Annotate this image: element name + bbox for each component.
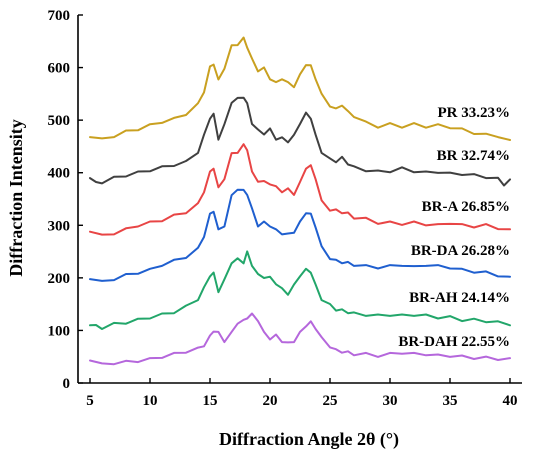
series-layer bbox=[89, 36, 511, 366]
x-tick-label: 25 bbox=[323, 393, 338, 409]
series-line-4 bbox=[89, 188, 511, 282]
axes-layer: 0 100 200 300 400 500 600 700 5 10 15 20 25 30 35 40 bbox=[48, 8, 522, 409]
y-axis-title: Diffraction Intensity bbox=[6, 119, 26, 276]
series-label-5: BR-AH 24.14% bbox=[409, 290, 510, 306]
series-line-5 bbox=[89, 250, 511, 330]
x-tick-label: 20 bbox=[263, 393, 278, 409]
x-tick-label: 40 bbox=[503, 393, 518, 409]
x-tick-label: 30 bbox=[383, 393, 398, 409]
series-label-2: BR 32.74% bbox=[437, 148, 510, 164]
series-label-3: BR-A 26.85% bbox=[422, 199, 510, 215]
y-tick-label: 0 bbox=[63, 376, 71, 392]
y-tick-label: 500 bbox=[48, 113, 71, 129]
label-layer: PR 33.23% BR 32.74% BR-A 26.85% BR-DA 26.28… bbox=[398, 105, 510, 350]
y-tick-label: 400 bbox=[48, 166, 71, 182]
series-line-1 bbox=[89, 36, 511, 141]
series-label-1: PR 33.23% bbox=[438, 105, 511, 121]
y-tick-label: 300 bbox=[48, 218, 71, 234]
series-line-3 bbox=[89, 143, 511, 236]
x-tick-label: 10 bbox=[143, 393, 158, 409]
x-tick-label: 5 bbox=[86, 393, 94, 409]
series-label-4: BR-DA 26.28% bbox=[411, 243, 510, 259]
series-line-6 bbox=[89, 312, 511, 366]
series-line-2 bbox=[89, 96, 511, 187]
x-tick-label: 35 bbox=[443, 393, 458, 409]
x-axis-title: Diffraction Angle 2θ (°) bbox=[219, 429, 399, 450]
x-tick-label: 15 bbox=[203, 393, 218, 409]
y-tick-label: 600 bbox=[48, 61, 71, 77]
series-label-6: BR-DAH 22.55% bbox=[398, 334, 510, 350]
y-tick-label: 200 bbox=[48, 271, 71, 287]
y-tick-label: 100 bbox=[48, 323, 71, 339]
y-tick-label: 700 bbox=[48, 8, 71, 24]
